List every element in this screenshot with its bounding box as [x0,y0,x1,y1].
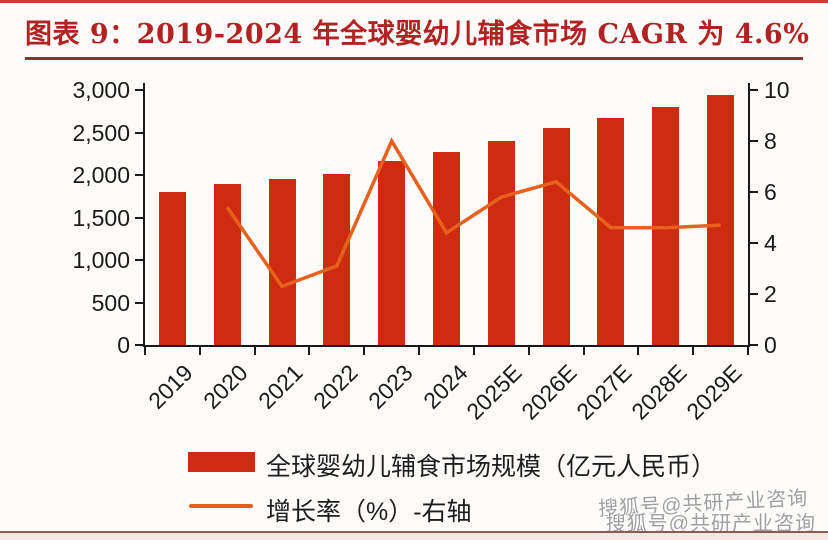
bottom-border-line [0,531,828,540]
y-axis-left-tick [135,131,143,134]
x-axis-tick [363,347,366,355]
y-axis-left-tick [135,344,143,346]
y-axis-left-tick [135,216,143,219]
legend-label-growth-rate: 增长率（%）-右轴 [266,498,472,526]
x-axis-tick [253,347,256,355]
y-axis-left-label: 2,000 [72,162,130,188]
bar-2019 [158,192,186,345]
y-axis-left-label: 0 [117,332,130,358]
x-axis-tick [418,347,421,355]
y-axis-left-label: 1,500 [72,204,130,231]
bar-2021 [268,179,296,345]
y-axis-right-label: 8 [764,128,777,154]
bar-2020 [213,183,241,345]
x-axis-tick [198,347,201,355]
y-axis-left-tick [135,301,143,304]
y-axis-right-tick [750,191,758,193]
y-axis-right-tick [750,140,758,142]
y-axis-left-tick [135,89,143,91]
legend-line-swatch [189,504,253,508]
y-axis-left-tick [135,259,143,261]
x-axis-tick [637,347,640,355]
y-axis-left-label: 500 [91,289,130,316]
x-axis-tick [144,347,146,355]
y-axis-right-label: 6 [764,179,777,205]
title-underline [25,57,803,60]
y-axis-left-line [143,83,145,347]
x-axis-tick [747,347,749,355]
y-axis-right-label: 0 [764,332,777,358]
bar-2027E [597,118,625,345]
y-axis-right-tick [750,344,758,346]
bar-2022 [323,174,351,345]
bar-2026E [542,128,570,345]
legend-bar-swatch [188,452,255,472]
y-axis-right-line [748,83,750,347]
y-axis-right-label: 10 [764,77,790,103]
y-axis-left-label: 2,500 [72,119,130,146]
y-axis-left-tick [135,174,143,176]
y-axis-right-tick [750,293,758,295]
x-axis-line [143,345,750,347]
x-axis-tick [472,347,475,355]
y-axis-left-label: 3,000 [72,77,130,103]
y-axis-right-tick [750,89,758,91]
y-axis-right-label: 4 [764,230,777,256]
x-axis-tick [527,347,530,355]
x-axis-tick [692,347,695,355]
legend-label-market-size: 全球婴幼儿辅食市场规模（亿元人民币） [266,453,717,481]
y-axis-left-label: 1,000 [72,247,130,273]
bar-2023 [378,161,406,345]
x-axis-tick [582,347,585,355]
bar-2025E [487,141,515,345]
y-axis-right-label: 2 [764,281,777,307]
chart-title: 图表 9：2019-2024 年全球婴幼儿辅食市场 CAGR 为 4.6% [25,19,810,50]
bar-2024 [433,152,460,345]
bar-2029E [707,95,735,345]
y-axis-right-tick [750,242,758,244]
growth-rate-line [225,137,721,289]
top-border-line [0,0,828,3]
x-axis-tick [308,347,311,355]
